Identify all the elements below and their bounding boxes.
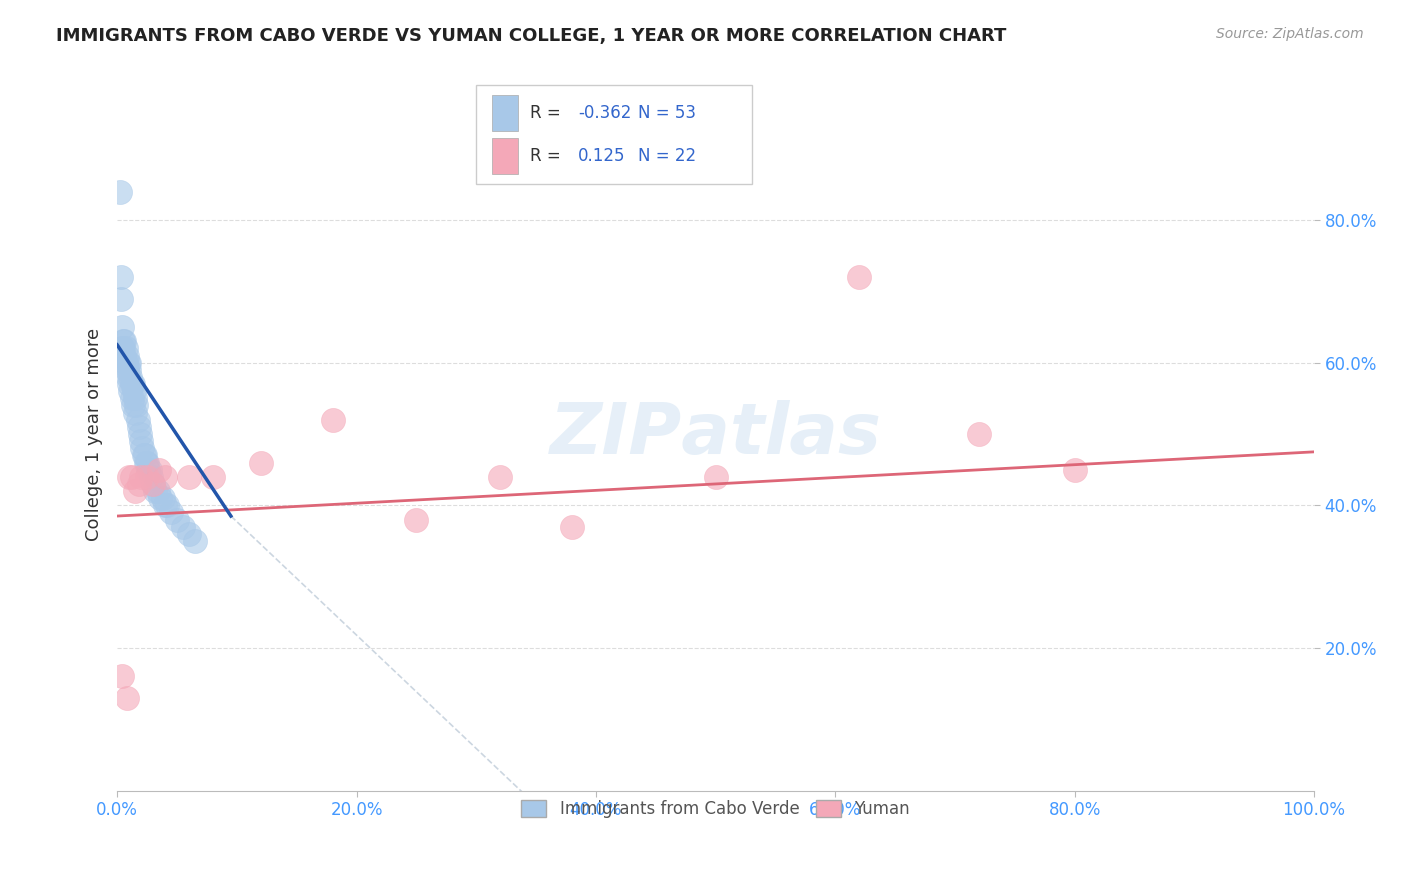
Point	[132, 449, 155, 463]
Point	[129, 434, 152, 449]
Point	[118, 470, 141, 484]
Point	[172, 520, 194, 534]
Point	[177, 470, 200, 484]
Point	[704, 470, 727, 484]
Point	[152, 491, 174, 506]
Point	[131, 442, 153, 456]
Point	[127, 413, 149, 427]
Point	[115, 363, 138, 377]
Point	[111, 320, 134, 334]
Point	[110, 292, 132, 306]
FancyBboxPatch shape	[477, 85, 752, 185]
Point	[114, 342, 136, 356]
Point	[138, 463, 160, 477]
Text: R =: R =	[530, 104, 567, 122]
Point	[124, 406, 146, 420]
Point	[1063, 463, 1085, 477]
Point	[112, 342, 135, 356]
Point	[848, 270, 870, 285]
Point	[128, 420, 150, 434]
Point	[121, 470, 143, 484]
Point	[129, 470, 152, 484]
Point	[142, 477, 165, 491]
Point	[129, 427, 152, 442]
Point	[489, 470, 512, 484]
Point	[149, 491, 172, 506]
Point	[120, 370, 142, 384]
Point	[108, 185, 131, 199]
Point	[114, 356, 136, 370]
Point	[201, 470, 224, 484]
Point	[118, 377, 141, 392]
Point	[118, 356, 141, 370]
Point	[111, 342, 134, 356]
Legend: Immigrants from Cabo Verde, Yuman: Immigrants from Cabo Verde, Yuman	[515, 794, 917, 825]
Point	[124, 484, 146, 499]
FancyBboxPatch shape	[492, 138, 519, 174]
Point	[561, 520, 583, 534]
Point	[153, 470, 176, 484]
Point	[112, 349, 135, 363]
Text: ZIP​atlas: ZIP​atlas	[550, 400, 882, 468]
Text: -0.362: -0.362	[578, 104, 631, 122]
Text: N = 22: N = 22	[638, 147, 696, 165]
Text: N = 53: N = 53	[638, 104, 696, 122]
Point	[148, 463, 170, 477]
Point	[112, 334, 135, 349]
Point	[121, 377, 143, 392]
Point	[121, 399, 143, 413]
Point	[124, 392, 146, 406]
Point	[136, 470, 159, 484]
Point	[184, 533, 207, 548]
Point	[177, 527, 200, 541]
Point	[112, 334, 135, 349]
Point	[121, 392, 143, 406]
Point	[118, 363, 141, 377]
Text: Source: ZipAtlas.com: Source: ZipAtlas.com	[1216, 27, 1364, 41]
Point	[145, 484, 167, 499]
Point	[122, 384, 145, 399]
Y-axis label: College, 1 year or more: College, 1 year or more	[86, 327, 103, 541]
Point	[139, 470, 162, 484]
Point	[135, 456, 157, 470]
Point	[136, 463, 159, 477]
Point	[134, 449, 156, 463]
Point	[125, 399, 148, 413]
Point	[128, 477, 150, 491]
Point	[110, 270, 132, 285]
Point	[160, 506, 183, 520]
Point	[146, 484, 169, 499]
Text: 0.125: 0.125	[578, 147, 626, 165]
Point	[322, 413, 344, 427]
Point	[136, 456, 159, 470]
Point	[142, 477, 165, 491]
Text: R =: R =	[530, 147, 567, 165]
Point	[121, 377, 143, 392]
Point	[115, 690, 138, 705]
Point	[153, 499, 176, 513]
Point	[405, 513, 427, 527]
Point	[249, 456, 271, 470]
Point	[120, 384, 142, 399]
Text: IMMIGRANTS FROM CABO VERDE VS YUMAN COLLEGE, 1 YEAR OR MORE CORRELATION CHART: IMMIGRANTS FROM CABO VERDE VS YUMAN COLL…	[56, 27, 1007, 45]
FancyBboxPatch shape	[492, 95, 519, 131]
Point	[115, 349, 138, 363]
Point	[117, 356, 139, 370]
Point	[156, 499, 179, 513]
Point	[117, 370, 139, 384]
Point	[112, 349, 135, 363]
Point	[166, 513, 188, 527]
Point	[967, 427, 990, 442]
Point	[111, 669, 134, 683]
